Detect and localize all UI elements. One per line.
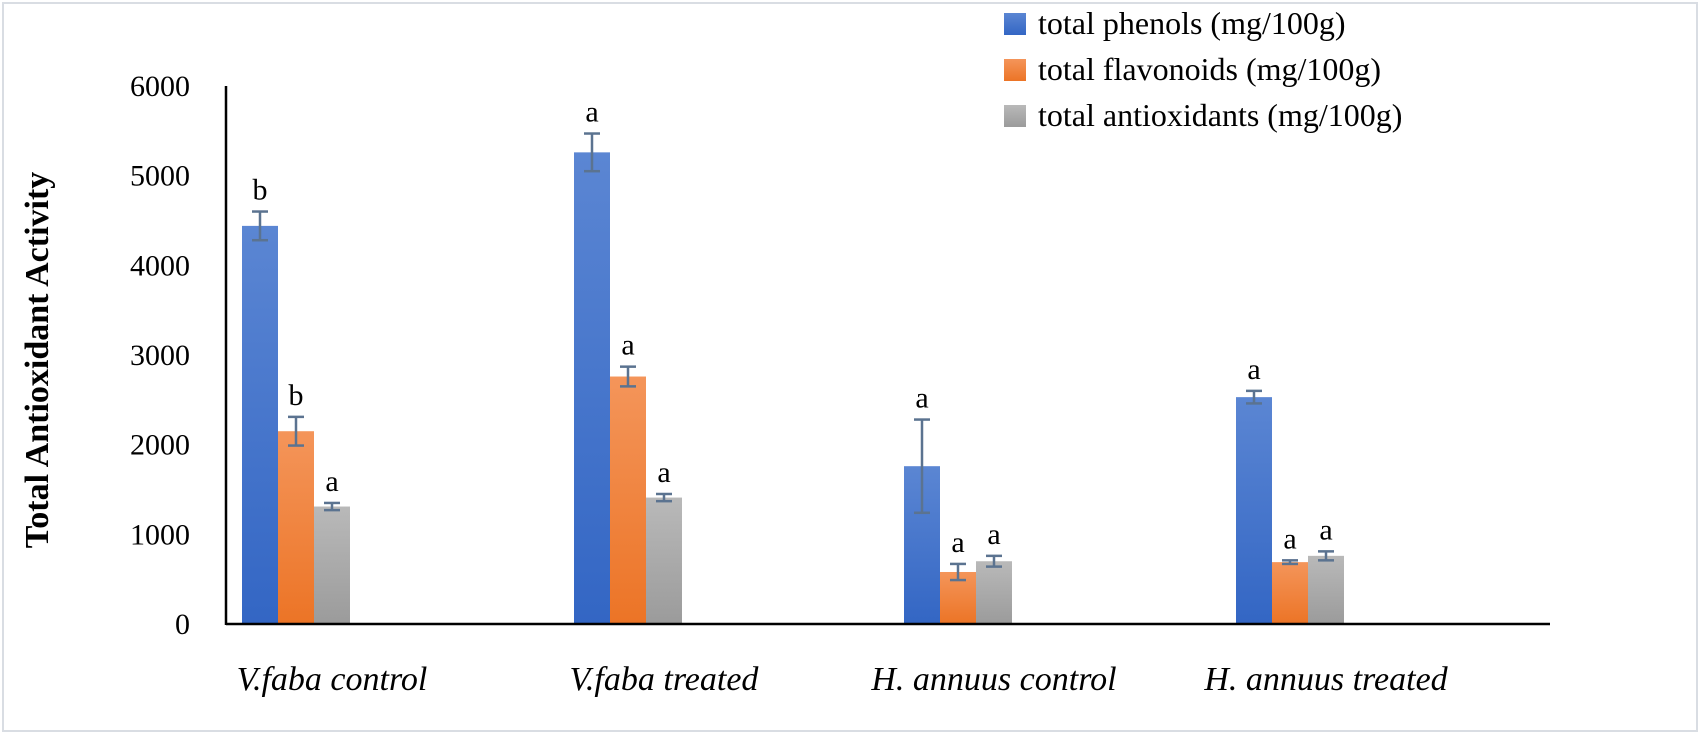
significance-label: a (1319, 513, 1332, 546)
significance-label: a (621, 329, 634, 362)
significance-label: a (987, 518, 1000, 551)
y-tick-label: 2000 (130, 429, 190, 462)
x-tick-label: H. annuus control (870, 661, 1116, 698)
bar-flavonoids (1272, 562, 1308, 624)
legend-swatch (1004, 59, 1026, 81)
legend-label: total antioxidants (mg/100g) (1038, 97, 1402, 133)
significance-label: a (1283, 522, 1296, 555)
significance-label: a (585, 96, 598, 129)
bar-phenols (242, 225, 278, 624)
significance-label: b (253, 174, 268, 207)
y-tick-label: 0 (175, 608, 190, 641)
bar-antioxidants (314, 506, 350, 624)
y-tick-label: 4000 (130, 249, 190, 282)
legend-label: total phenols (mg/100g) (1038, 5, 1346, 41)
x-tick-label: H. annuus treated (1203, 661, 1448, 698)
y-tick-label: 5000 (130, 160, 190, 193)
bar-antioxidants (976, 561, 1012, 624)
bar-flavonoids (610, 376, 646, 624)
legend-swatch (1004, 105, 1026, 127)
y-tick-label: 6000 (130, 70, 190, 103)
y-tick-label: 3000 (130, 339, 190, 372)
significance-label: b (289, 379, 304, 412)
bar-flavonoids (278, 431, 314, 624)
significance-label: a (325, 465, 338, 498)
significance-label: a (915, 382, 928, 415)
x-tick-label: V.faba treated (570, 661, 760, 698)
bar-antioxidants (1308, 555, 1344, 624)
bar-antioxidants (646, 497, 682, 624)
x-tick-label: V.faba control (237, 661, 428, 698)
bar-phenols (1236, 397, 1272, 624)
legend: total phenols (mg/100g) total flavonoids … (1004, 5, 1402, 133)
legend-label: total flavonoids (mg/100g) (1038, 51, 1381, 87)
y-tick-label: 1000 (130, 518, 190, 551)
significance-label: a (951, 526, 964, 559)
significance-label: a (1247, 353, 1260, 386)
legend-swatch (1004, 13, 1026, 35)
y-axis-title: Total Antioxidant Activity (19, 172, 56, 549)
significance-label: a (657, 456, 670, 489)
bar-phenols (574, 152, 610, 624)
